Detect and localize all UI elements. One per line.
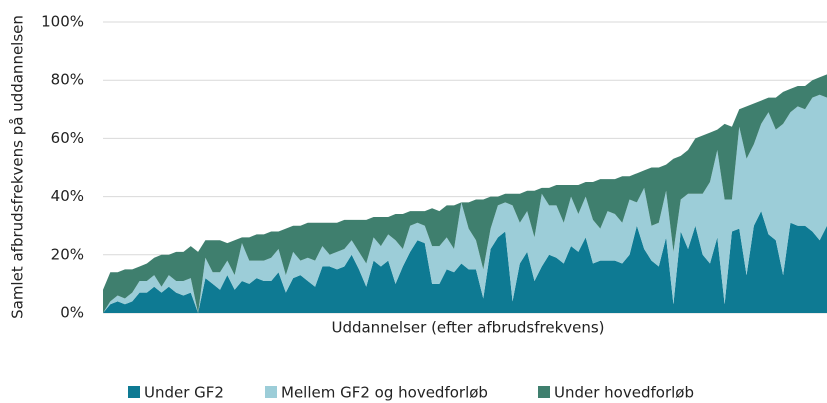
legend-label: Mellem GF2 og hovedforløb (281, 384, 488, 402)
y-tick-label: 40% (51, 187, 84, 205)
y-tick-label: 80% (51, 71, 84, 89)
legend-label: Under hovedforløb (554, 384, 694, 402)
y-axis-label: Samlet afbrudsfrekvens på uddannelsen (9, 15, 27, 319)
area (103, 211, 827, 313)
legend-swatch (128, 386, 140, 398)
y-tick-label: 0% (60, 304, 84, 322)
y-tick-label: 60% (51, 129, 84, 147)
x-axis-label: Uddannelser (efter afbrudsfrekvens) (331, 319, 604, 337)
legend-label: Under GF2 (144, 384, 224, 402)
legend-swatch (538, 386, 550, 398)
y-tick-label: 20% (51, 245, 84, 263)
area (103, 94, 827, 313)
area (103, 74, 827, 313)
y-tick-label: 100% (41, 13, 84, 31)
legend-swatch (265, 386, 277, 398)
